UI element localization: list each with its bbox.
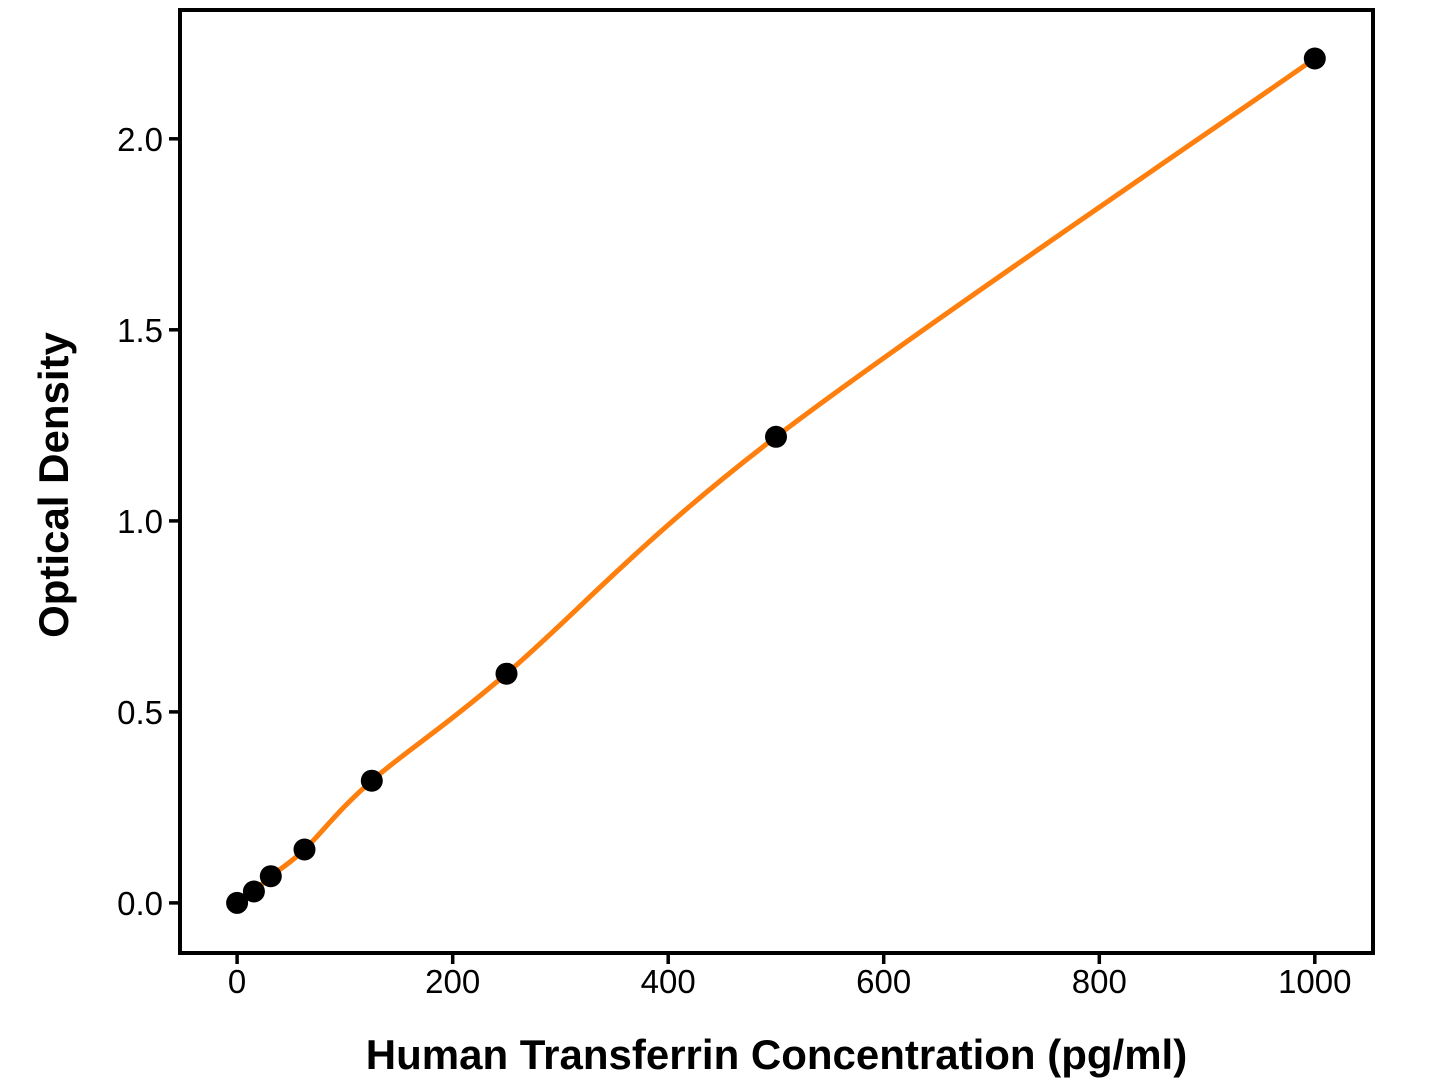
x-tick-label: 800 xyxy=(1072,963,1127,1000)
data-point-marker xyxy=(242,880,265,903)
x-tick-label: 400 xyxy=(641,963,696,1000)
y-tick-label: 0.0 xyxy=(117,885,163,922)
y-axis-title: Optical Density xyxy=(30,332,77,638)
data-point-marker xyxy=(765,425,787,448)
y-tick-label: 0.5 xyxy=(117,694,163,731)
data-point-marker xyxy=(1303,47,1326,70)
x-tick-label: 600 xyxy=(856,963,911,1000)
x-tick-label: 0 xyxy=(228,963,246,1000)
x-tick-label: 1000 xyxy=(1278,963,1351,1000)
data-point-marker xyxy=(226,891,249,914)
y-tick-label: 1.0 xyxy=(117,503,163,540)
standard-curve-line xyxy=(234,56,1318,906)
y-tick-label: 1.5 xyxy=(117,312,163,349)
y-tick-label: 2.0 xyxy=(117,121,163,158)
data-point-marker xyxy=(495,662,518,685)
data-point-marker xyxy=(259,865,282,888)
x-axis-title: Human Transferrin Concentration (pg/ml) xyxy=(365,1031,1188,1078)
plot-border xyxy=(178,8,1375,955)
x-tick-label: 200 xyxy=(425,963,480,1000)
data-point-marker xyxy=(360,769,383,792)
data-point-marker xyxy=(293,838,316,861)
